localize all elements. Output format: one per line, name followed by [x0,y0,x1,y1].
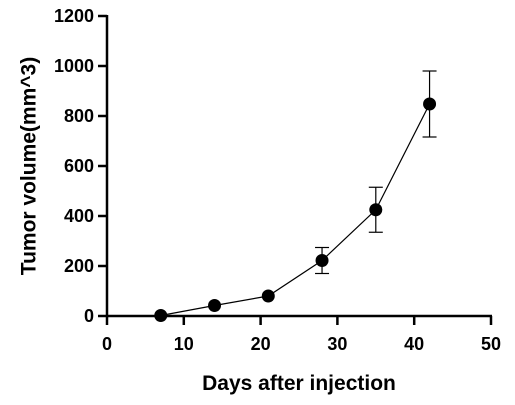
y-tick-label: 400 [64,206,94,226]
y-tick-label: 800 [64,106,94,126]
x-tick-label: 0 [102,334,112,354]
x-tick-label: 20 [251,334,271,354]
data-point [423,97,437,111]
x-tick-label: 40 [404,334,424,354]
y-tick-label: 200 [64,256,94,276]
x-axis-title: Days after injection [202,372,396,395]
y-tick-label: 1000 [54,56,94,76]
x-tick-label: 50 [481,334,501,354]
data-point [315,254,329,267]
tick-marks [98,14,493,325]
data-point [208,299,222,312]
y-tick-label: 600 [64,156,94,176]
data-point [261,289,275,303]
x-tick-label: 30 [327,334,347,354]
data-point [369,203,383,217]
plot-area [154,70,437,322]
x-tick-label: 10 [174,334,194,354]
y-axis-title: Tumor volume(mm^3) [17,57,40,275]
y-tick-label: 1200 [54,6,94,26]
series-line [160,103,431,317]
y-tick-label: 0 [84,306,94,326]
tick-labels: 0 10 20 30 40 50 0 200 400 600 800 1000 1200 [54,6,501,354]
axes [105,15,492,318]
